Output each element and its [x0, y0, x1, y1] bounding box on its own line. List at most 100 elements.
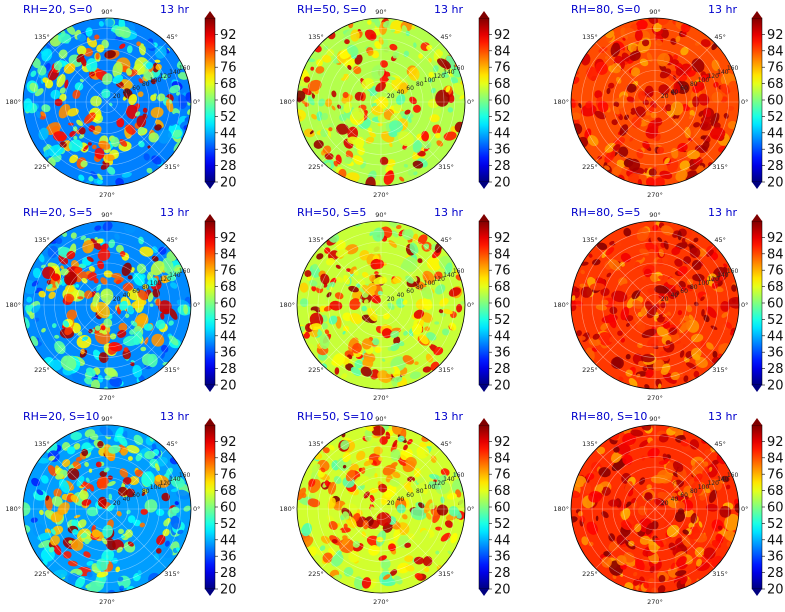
radial-tick-label: 80 — [416, 284, 424, 291]
field-blob — [89, 238, 102, 250]
field-blob — [127, 275, 133, 280]
colorbar-gradient — [204, 220, 216, 386]
field-blob — [117, 576, 124, 582]
field-blob — [658, 248, 664, 257]
radial-tick-label: 160 — [179, 472, 191, 479]
grid-spoke — [47, 245, 108, 306]
angular-tick-label: 270° — [647, 191, 663, 199]
field-blob — [127, 288, 140, 301]
colorbar-tick-label: 36 — [220, 550, 237, 565]
field-blob — [361, 78, 374, 90]
angular-tick-label: 270° — [373, 191, 389, 199]
field-blob — [130, 361, 135, 367]
panel-title: RH=80, S=5 — [571, 206, 640, 219]
field-blob — [150, 260, 165, 276]
field-blob — [620, 252, 631, 263]
radial-tick-label: 40 — [671, 89, 679, 96]
field-blob — [677, 310, 683, 316]
field-blob — [436, 140, 444, 147]
field-blob — [347, 126, 359, 141]
angular-tick-label: 45° — [166, 33, 178, 41]
field-blob — [331, 90, 337, 98]
field-blob — [67, 467, 80, 481]
angular-tick-label: 180° — [279, 301, 295, 309]
polar-grid — [570, 220, 740, 390]
field-blob — [53, 544, 62, 556]
field-blob — [117, 329, 127, 338]
angular-tick-label: 315° — [438, 570, 454, 578]
field-blob — [104, 153, 115, 162]
field-blob — [620, 520, 632, 531]
field-blob — [326, 514, 335, 523]
field-blob — [412, 233, 419, 241]
grid-circle — [633, 487, 677, 531]
grid-circle — [307, 231, 455, 379]
colorbar-extend-min — [479, 182, 489, 189]
field-blob — [307, 96, 315, 106]
field-blob — [32, 523, 45, 537]
field-blob — [361, 531, 367, 538]
field-blob — [591, 258, 601, 266]
field-blob — [664, 157, 670, 165]
field-blob — [611, 63, 622, 74]
field-blob — [120, 534, 125, 539]
field-blob — [661, 256, 668, 263]
field-blob — [721, 312, 729, 318]
grid-circle — [644, 294, 666, 316]
field-blob — [152, 246, 158, 254]
colorbar-tick-label: 28 — [220, 566, 237, 581]
field-blob — [64, 326, 73, 336]
grid-circle — [370, 294, 392, 316]
radial-tick-label: 100 — [424, 280, 436, 287]
field-blob — [660, 302, 667, 309]
field-blob — [438, 309, 444, 314]
field-blob — [606, 272, 612, 278]
field-blob — [351, 343, 362, 354]
angular-tick-label: 180° — [553, 98, 569, 106]
field-blob — [100, 324, 106, 331]
field-blob — [342, 535, 348, 540]
field-blob — [121, 262, 132, 276]
field-blob — [650, 233, 658, 245]
field-blob — [700, 39, 711, 48]
field-blob — [354, 91, 364, 101]
colorbar-tick-label: 52 — [767, 313, 784, 328]
field-blob — [74, 82, 84, 91]
field-blob — [144, 450, 156, 460]
field-blob — [656, 146, 665, 155]
colorbar-tick-label: 36 — [767, 346, 784, 361]
field-blob — [116, 510, 122, 517]
field-blob — [616, 535, 624, 546]
panel-7: 204060801001201401600°45°90°135°180°225°… — [5, 410, 236, 606]
field-blob — [416, 477, 426, 484]
field-blob — [628, 540, 635, 547]
field-blob — [63, 551, 72, 559]
angular-tick-label: 225° — [582, 163, 598, 171]
field-blob — [645, 369, 654, 379]
field-blob — [624, 27, 636, 38]
radial-tick-label: 20 — [387, 500, 395, 507]
field-blob — [726, 105, 735, 111]
field-blob — [620, 337, 626, 343]
colorbar-tick-label: 68 — [767, 280, 784, 295]
field-blob — [700, 116, 711, 125]
field-blob — [649, 566, 656, 573]
field-blob — [50, 89, 61, 100]
field-blob — [409, 96, 417, 105]
colorbar-tick-label: 20 — [220, 583, 237, 598]
radial-tick-label: 40 — [397, 292, 405, 299]
field-blob — [373, 276, 387, 285]
field-blob — [154, 124, 162, 131]
angular-tick-label: 225° — [582, 366, 598, 374]
radial-tick-label: 80 — [142, 81, 150, 88]
field-blob — [403, 50, 410, 58]
field-blob — [444, 262, 453, 275]
field-blob — [402, 256, 418, 273]
field-blob — [97, 440, 104, 448]
field-blob — [647, 447, 660, 458]
colorbar-tick-label: 84 — [494, 44, 511, 59]
field-blob — [440, 468, 450, 476]
field-blob — [574, 288, 580, 293]
field-blob — [404, 542, 412, 548]
field-blob — [104, 18, 114, 27]
